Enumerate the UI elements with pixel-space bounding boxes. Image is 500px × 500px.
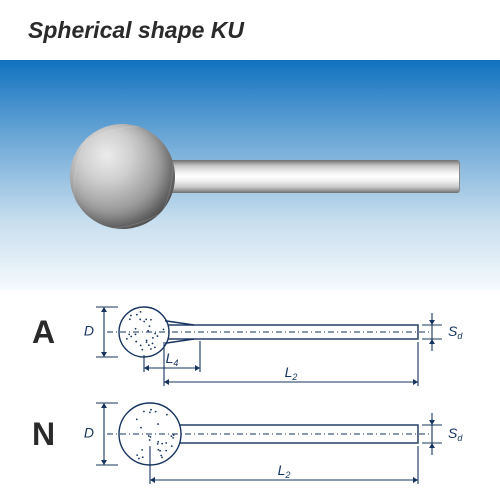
svg-text:L2: L2 <box>278 462 291 481</box>
tool-render <box>30 118 470 233</box>
svg-text:L4: L4 <box>166 350 179 369</box>
svg-text:Sd: Sd <box>448 323 463 342</box>
tool-shaft <box>165 160 460 193</box>
diagram-svg: D Sd L2 L4 D Sd L2 <box>0 284 500 500</box>
svg-text:D: D <box>84 323 94 339</box>
svg-text:L2: L2 <box>285 364 298 383</box>
tool-ball <box>70 124 175 229</box>
svg-text:D: D <box>84 425 94 441</box>
hero-panel <box>0 60 500 290</box>
svg-text:Sd: Sd <box>448 425 463 444</box>
diagram-panel: A N DSdL2L4DSdL2 <box>0 290 500 500</box>
page-title: Spherical shape KU <box>28 17 244 44</box>
header: Spherical shape KU <box>0 0 500 60</box>
